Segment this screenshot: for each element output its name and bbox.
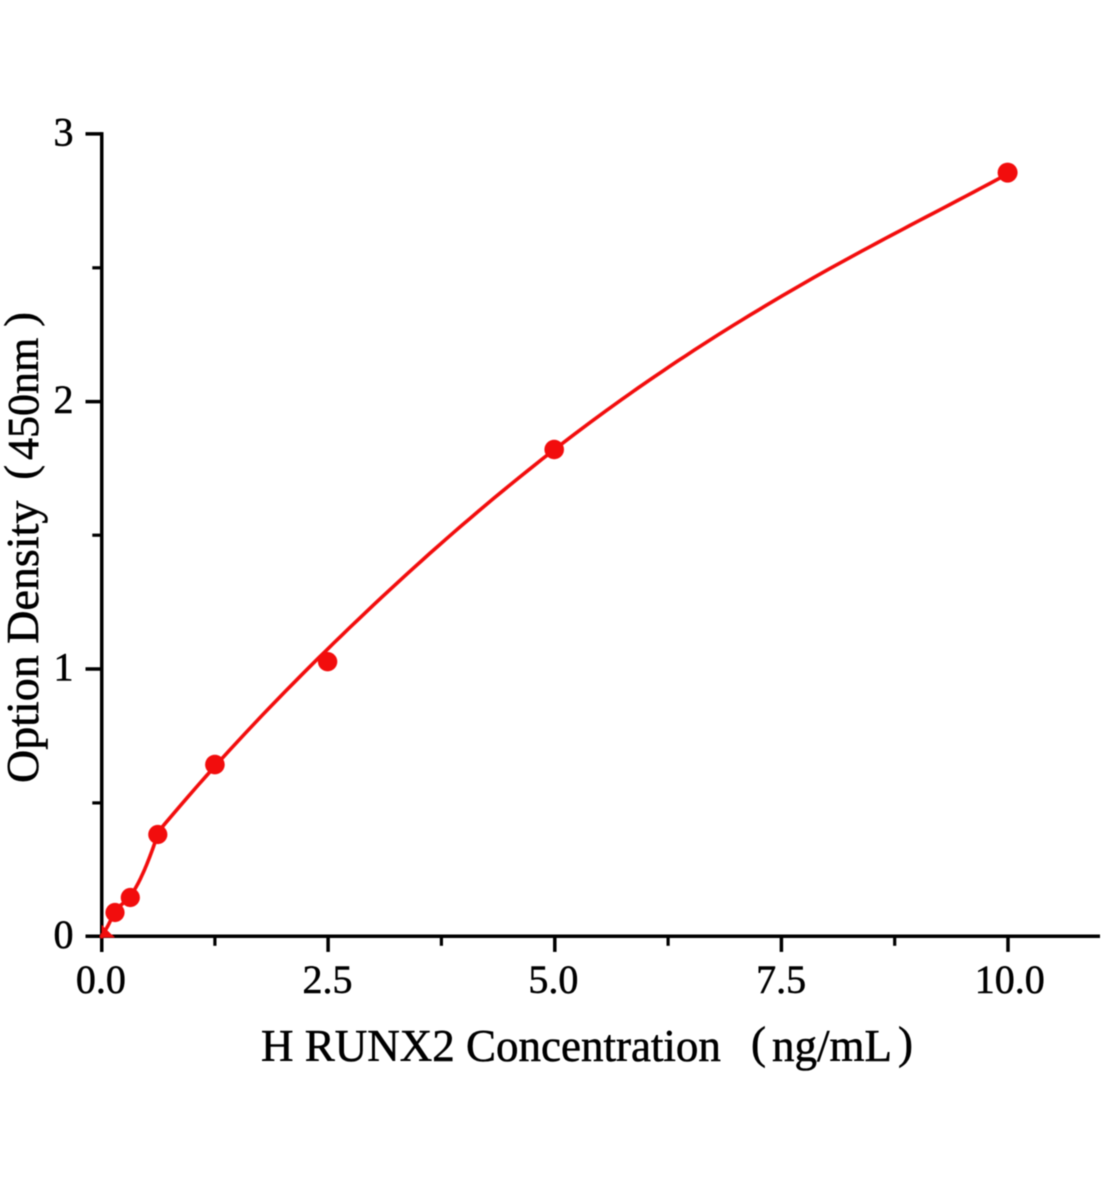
svg-text:2.5: 2.5: [303, 957, 353, 1002]
svg-text:5.0: 5.0: [528, 957, 578, 1002]
svg-text:H RUNX2 Concentration(ng/mL): H RUNX2 Concentration(ng/mL): [261, 1018, 913, 1071]
svg-text:3: 3: [54, 109, 74, 154]
svg-text:0.0: 0.0: [76, 957, 126, 1002]
svg-text:7.5: 7.5: [756, 957, 806, 1002]
svg-text:Option Density(450nm): Option Density(450nm): [0, 312, 48, 783]
svg-text:0: 0: [54, 912, 74, 957]
svg-text:1: 1: [54, 644, 74, 689]
svg-text:2: 2: [54, 377, 74, 422]
svg-text:10.0: 10.0: [975, 957, 1045, 1002]
